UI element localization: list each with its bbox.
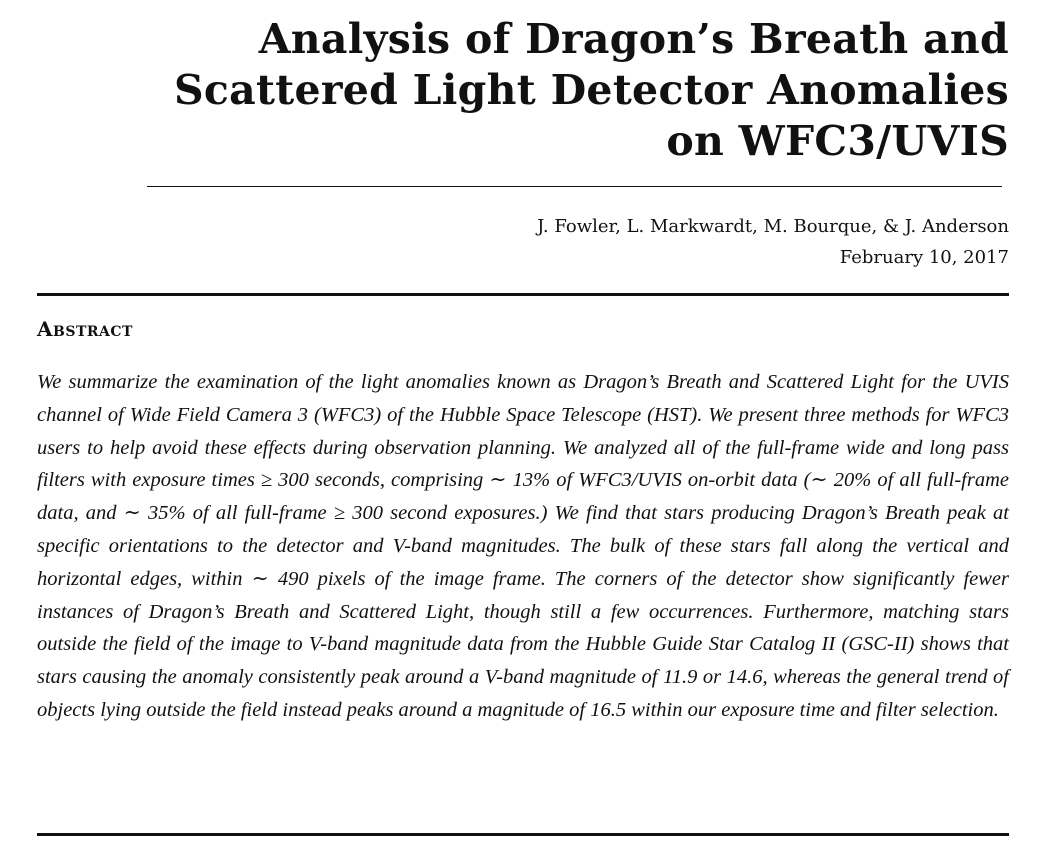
abstract-top-rule <box>37 293 1009 296</box>
title-line-1: Analysis of Dragon’s Breath and <box>258 15 1009 63</box>
title-line-3: on WFC3/UVIS <box>666 117 1009 165</box>
abstract-text: We summarize the examination of the ligh… <box>37 371 1009 721</box>
byline: J. Fowler, L. Markwardt, M. Bourque, & J… <box>537 211 1009 273</box>
paper-title: Analysis of Dragon’s Breath and Scattere… <box>49 14 1009 167</box>
publication-date: February 10, 2017 <box>839 247 1009 268</box>
abstract-heading: Abstract <box>37 317 133 341</box>
title-divider <box>147 186 1002 187</box>
abstract-bottom-rule <box>37 833 1009 836</box>
title-line-2: Scattered Light Detector Anomalies <box>173 66 1009 114</box>
authors: J. Fowler, L. Markwardt, M. Bourque, & J… <box>537 216 1009 237</box>
